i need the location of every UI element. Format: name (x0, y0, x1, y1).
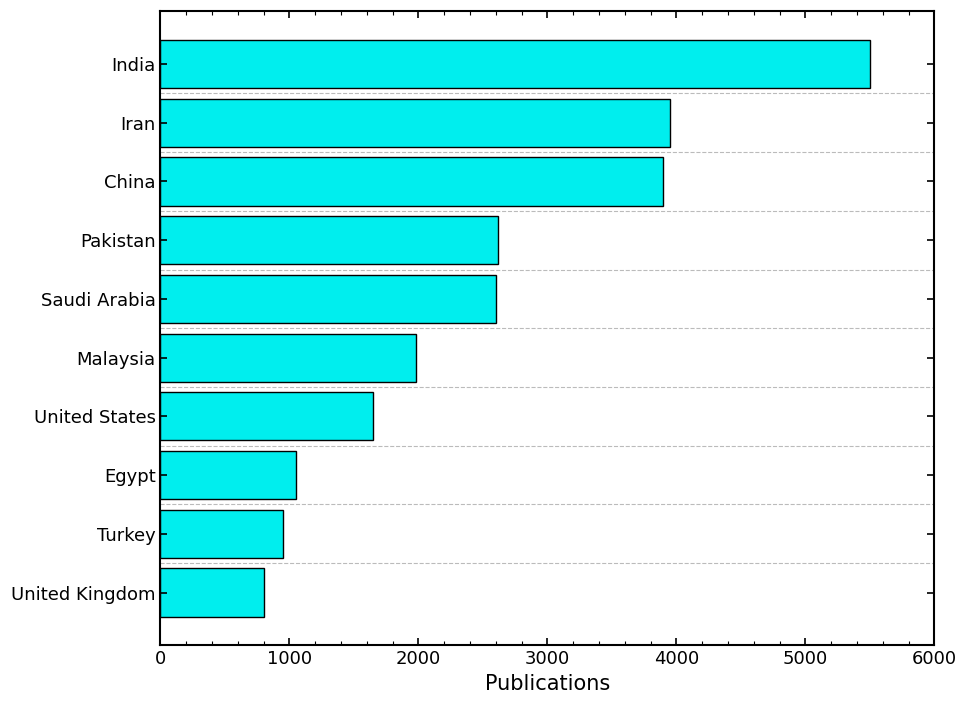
Bar (161, 510, 283, 558)
Bar (161, 451, 296, 499)
Bar (161, 99, 670, 147)
X-axis label: Publications: Publications (485, 674, 610, 694)
Bar (161, 275, 496, 323)
Bar (161, 157, 663, 206)
Bar (161, 392, 374, 441)
Bar (161, 216, 499, 264)
Bar (161, 333, 416, 381)
Bar (161, 568, 263, 617)
Bar (161, 40, 870, 88)
